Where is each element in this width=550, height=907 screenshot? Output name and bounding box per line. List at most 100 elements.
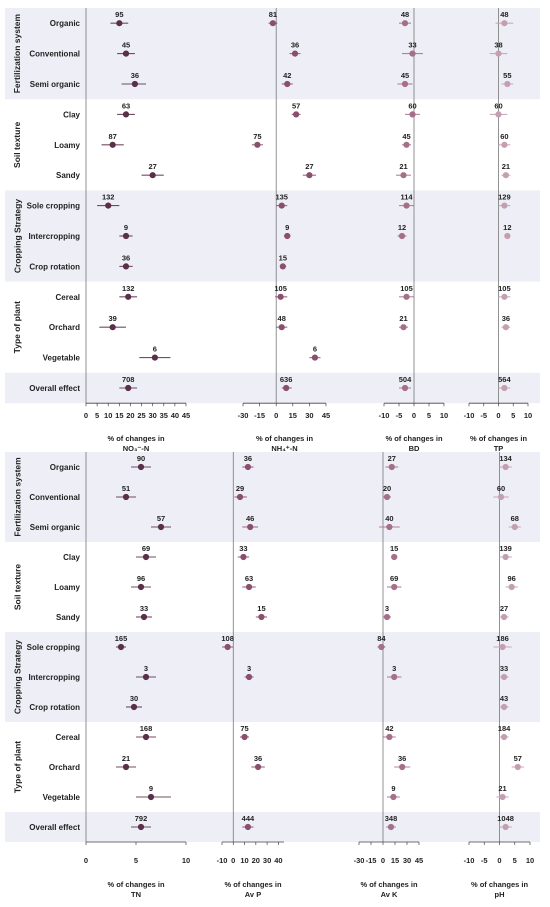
row-label: Loamy	[54, 583, 80, 592]
effect-point	[131, 80, 138, 88]
sample-size-label: 90	[137, 454, 145, 463]
sample-size-label: 108	[221, 634, 234, 643]
sample-size-label: 27	[305, 162, 313, 171]
sample-size-label: 81	[269, 10, 277, 19]
sample-size-label: 21	[399, 314, 407, 323]
effect-point	[502, 553, 509, 561]
x-axis-label: % of changes in	[107, 434, 165, 443]
sample-size-label: 564	[498, 375, 511, 384]
x-tick-label: 0	[412, 411, 416, 420]
x-tick-label: -15	[366, 856, 377, 865]
effect-point	[130, 703, 138, 711]
x-tick-label: 40	[274, 856, 282, 865]
sample-size-label: 57	[292, 101, 300, 110]
x-tick-label: -30	[354, 856, 365, 865]
effect-point	[401, 20, 409, 27]
effect-point	[122, 493, 130, 501]
row-label: Cereal	[56, 733, 80, 742]
sample-size-label: 68	[511, 514, 519, 523]
row-label: Clay	[63, 110, 80, 119]
x-axis-label: BD	[409, 444, 420, 453]
row-label: Sandy	[56, 613, 81, 622]
x-axis-label: Av P	[245, 890, 261, 899]
effect-point	[122, 232, 130, 240]
x-tick-label: 10	[526, 856, 534, 865]
sample-size-label: 60	[500, 132, 508, 141]
sample-size-label: 15	[279, 253, 287, 262]
x-tick-label: 20	[252, 856, 260, 865]
row-label: Loamy	[54, 141, 80, 150]
row-label: Overall effect	[29, 384, 80, 393]
sample-size-label: 42	[385, 724, 393, 733]
effect-point	[245, 673, 253, 681]
x-tick-label: 0	[381, 856, 385, 865]
sample-size-label: 36	[398, 754, 406, 763]
effect-point	[388, 463, 395, 471]
x-tick-label: 5	[427, 411, 431, 420]
sample-size-label: 60	[494, 101, 502, 110]
x-axis-label: % of changes in	[256, 434, 314, 443]
effect-point	[401, 384, 409, 392]
x-axis-label: TN	[131, 890, 141, 899]
sample-size-label: 12	[503, 223, 511, 232]
x-tick-label: 0	[497, 856, 501, 865]
effect-point	[508, 583, 515, 591]
sample-size-label: 105	[400, 284, 413, 293]
effect-point	[511, 523, 518, 531]
row-label: Organic	[50, 463, 81, 472]
effect-point	[501, 384, 508, 392]
sample-size-label: 57	[157, 514, 165, 523]
x-tick-label: -5	[396, 411, 403, 420]
effect-point	[283, 384, 290, 392]
x-tick-label: 10	[440, 411, 448, 420]
sample-size-label: 40	[385, 514, 393, 523]
effect-point	[137, 463, 145, 471]
sample-size-label: 105	[274, 284, 287, 293]
effect-point	[306, 172, 313, 179]
sample-size-label: 96	[137, 574, 145, 583]
row-label: Clay	[63, 553, 80, 562]
sample-size-label: 21	[498, 784, 506, 793]
group-label: Soil texture	[12, 564, 22, 611]
x-tick-label: 10	[182, 856, 190, 865]
sample-size-label: 36	[502, 314, 510, 323]
effect-point	[390, 793, 397, 801]
x-tick-label: 0	[496, 411, 500, 420]
sample-size-label: 48	[401, 10, 409, 19]
effect-point	[500, 703, 508, 711]
row-label: Conventional	[29, 493, 80, 502]
sample-size-label: 48	[500, 10, 508, 19]
group-band	[5, 452, 540, 542]
effect-point	[500, 613, 508, 621]
sample-size-label: 27	[148, 162, 156, 171]
row-label: Sole cropping	[27, 202, 80, 211]
sample-size-label: 792	[135, 814, 148, 823]
x-tick-label: -10	[464, 856, 475, 865]
sample-size-label: 63	[245, 574, 253, 583]
effect-point	[125, 293, 132, 300]
sample-size-label: 30	[130, 694, 138, 703]
effect-point	[401, 80, 409, 88]
row-label: Overall effect	[29, 823, 80, 832]
sample-size-label: 39	[108, 314, 116, 323]
sample-size-label: 51	[122, 484, 130, 493]
group-label: Fertilization system	[12, 457, 22, 537]
effect-point	[403, 293, 410, 300]
x-tick-label: -5	[481, 856, 488, 865]
effect-point	[116, 20, 123, 27]
sample-size-label: 186	[496, 634, 509, 643]
effect-point	[137, 583, 145, 591]
row-label: Intercropping	[28, 673, 80, 682]
row-label: Semi organic	[30, 80, 81, 89]
x-tick-label: 0	[274, 411, 278, 420]
effect-point	[224, 643, 231, 651]
effect-point	[147, 793, 155, 801]
sample-size-label: 165	[115, 634, 128, 643]
sample-size-label: 129	[498, 193, 511, 202]
x-tick-label: 10	[524, 411, 532, 420]
effect-point	[291, 50, 299, 57]
effect-point	[244, 463, 252, 471]
x-tick-label: -30	[238, 411, 249, 420]
